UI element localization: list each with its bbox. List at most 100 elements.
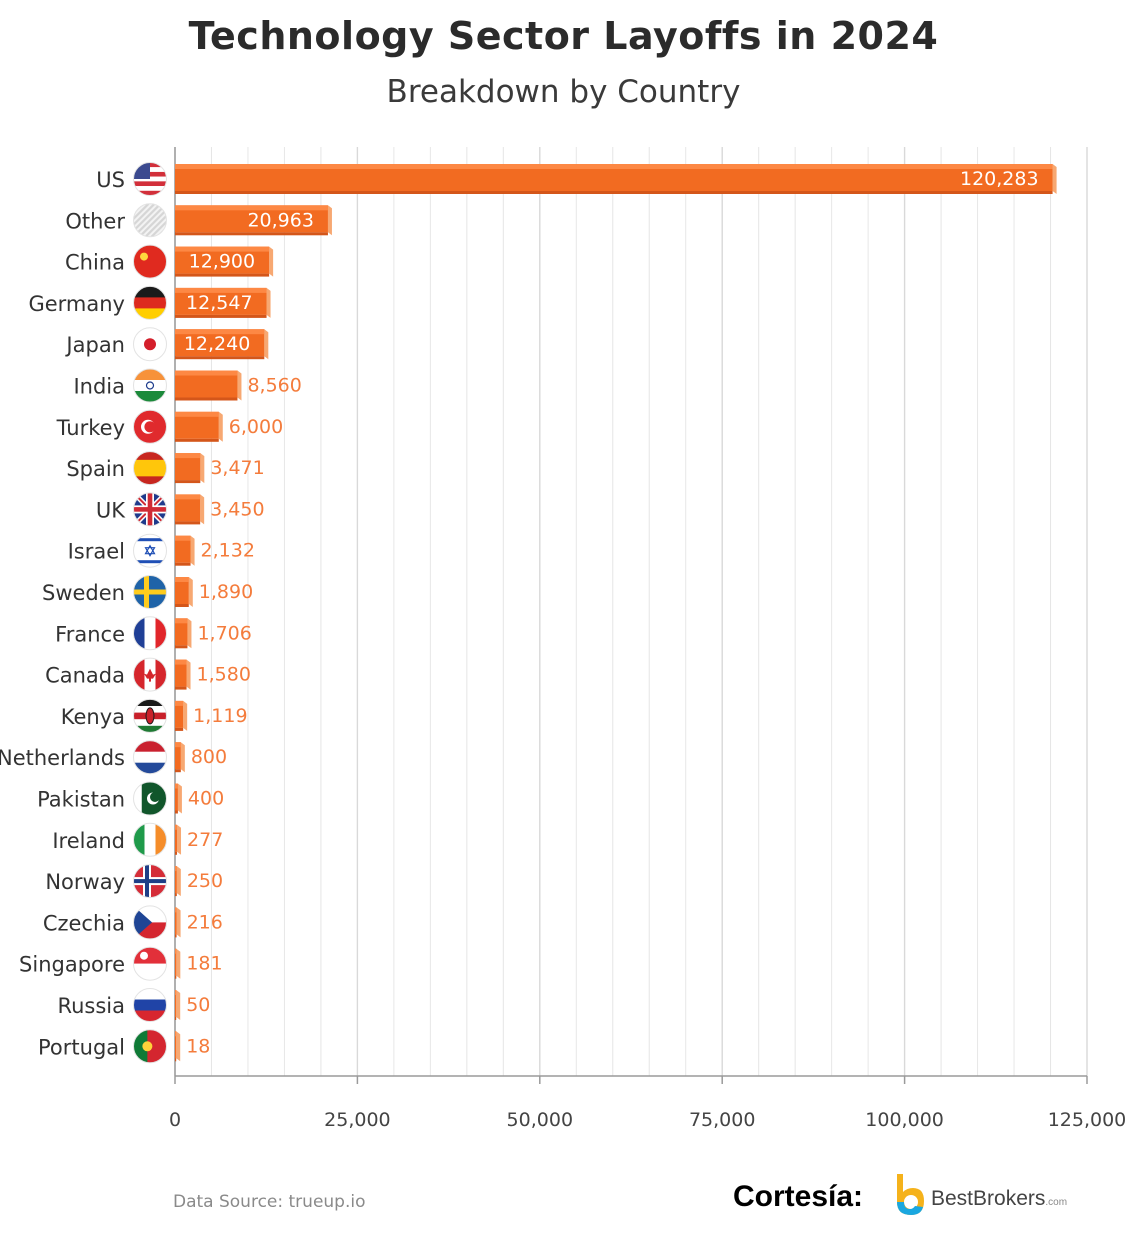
flag-border	[133, 162, 167, 196]
bar	[175, 742, 181, 770]
czechia-flag-icon	[133, 905, 167, 939]
bar-shadow	[175, 521, 201, 525]
flag-border	[133, 822, 167, 857]
bar-highlight	[175, 370, 238, 376]
bar-side	[264, 329, 269, 360]
bar	[175, 577, 189, 604]
x-tick-label: 75,000	[689, 1109, 755, 1131]
canada-flag-icon	[133, 658, 167, 692]
bar-shadow	[175, 438, 219, 442]
bar-side	[176, 1031, 181, 1062]
india-flag-icon	[133, 369, 167, 402]
bar-highlight	[175, 287, 267, 293]
value-label: 120,283	[960, 168, 1039, 190]
value-label: 181	[186, 953, 222, 975]
category-label: Germany	[28, 292, 125, 316]
bar	[175, 783, 178, 811]
x-tick-label: 0	[169, 1109, 181, 1131]
ireland-flag-icon	[133, 823, 167, 857]
value-label: 6,000	[229, 416, 283, 438]
value-label: 1,119	[193, 705, 247, 727]
value-label: 18	[186, 1035, 210, 1057]
x-tick-label: 25,000	[324, 1109, 390, 1131]
value-label: 8,560	[247, 375, 301, 397]
bar-shadow	[175, 232, 328, 236]
bar-highlight	[175, 535, 191, 541]
bar-highlight	[175, 700, 184, 706]
turkey-flag-icon	[133, 410, 167, 444]
bar-shadow	[175, 1058, 177, 1062]
value-label: 1,580	[197, 664, 251, 686]
bar-highlight	[175, 453, 201, 459]
value-label: 12,547	[186, 292, 252, 314]
flag-border	[133, 327, 167, 362]
flag-border	[133, 244, 167, 279]
category-label: Spain	[66, 457, 125, 481]
x-tick-label: 125,000	[1048, 1109, 1127, 1131]
france-flag-icon	[133, 616, 167, 650]
category-label: China	[65, 251, 125, 275]
category-label: Netherlands	[0, 746, 125, 770]
value-label: 250	[187, 870, 223, 892]
bar-shadow	[175, 604, 189, 607]
bar-highlight	[175, 1031, 177, 1037]
category-label: India	[73, 375, 125, 399]
flag-border	[133, 409, 167, 444]
value-label: 20,963	[247, 209, 313, 231]
flag-border	[133, 575, 167, 609]
bar-side	[186, 659, 191, 690]
bar-highlight	[175, 205, 328, 211]
value-label: 12,240	[184, 333, 250, 355]
brand-logo: BestBrokers.com	[893, 1172, 1093, 1218]
netherlands-flag-icon	[133, 740, 167, 774]
bar-side	[190, 535, 195, 566]
bar-shadow	[175, 727, 184, 731]
flag-border	[133, 988, 167, 1022]
courtesy-label: Cortesía:	[733, 1180, 864, 1213]
category-label: Japan	[64, 333, 125, 357]
flag-border	[133, 781, 167, 816]
germany-flag-icon	[133, 286, 167, 320]
bar-side	[177, 783, 182, 814]
value-label: 277	[187, 829, 223, 851]
bar-side	[188, 577, 193, 607]
bar-highlight	[175, 618, 188, 624]
bar-shadow	[175, 893, 177, 897]
bar-chart: 0 25,000 50,000 75,000 100,000 125,000 US 120,2…	[0, 147, 1127, 1131]
bar-shadow	[175, 769, 181, 773]
flag-border	[133, 368, 167, 403]
bar-shadow	[175, 562, 191, 566]
bar-shadow	[175, 810, 178, 814]
bar-side	[269, 246, 274, 277]
bar-side	[1052, 164, 1057, 194]
bar	[175, 948, 177, 976]
bar-side	[187, 618, 192, 649]
bar-shadow	[175, 851, 178, 855]
bar-shadow	[175, 480, 201, 484]
flag-border	[133, 657, 167, 692]
bar	[175, 824, 178, 852]
flag-border	[133, 285, 167, 320]
norway-flag-icon	[133, 864, 167, 898]
category-label: Israel	[68, 540, 125, 564]
bar-side	[176, 948, 181, 979]
bar-shadow	[175, 191, 1053, 194]
russia-flag-icon	[133, 988, 167, 1022]
japan-flag-icon	[133, 327, 167, 361]
category-label: Russia	[57, 994, 125, 1018]
bar-side	[180, 742, 185, 773]
flag-border	[133, 905, 167, 940]
value-label: 1,890	[199, 581, 253, 603]
flag-border	[133, 533, 167, 568]
bar-highlight	[175, 742, 181, 748]
category-label: Czechia	[43, 911, 125, 935]
bar-shadow	[175, 314, 267, 318]
flag-border	[133, 864, 167, 899]
bar-side	[176, 866, 181, 897]
bar	[175, 618, 188, 646]
bar-highlight	[175, 577, 189, 582]
value-label: 216	[187, 911, 223, 933]
singapore-flag-icon	[133, 947, 167, 981]
bar-highlight	[175, 411, 219, 417]
chart-title: Technology Sector Layoffs in 2024	[188, 14, 939, 58]
